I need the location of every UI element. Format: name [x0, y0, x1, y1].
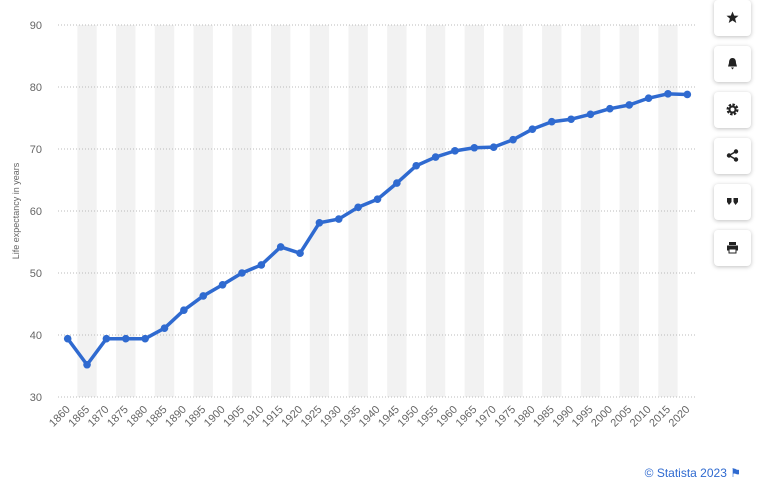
x-tick-label: 1990 — [550, 404, 576, 430]
x-tick-label: 1865 — [66, 404, 92, 430]
x-tick-label: 2000 — [589, 404, 615, 430]
x-tick-label: 1935 — [337, 404, 363, 430]
category-band — [425, 25, 446, 397]
x-tick-label: 1925 — [299, 404, 325, 430]
point — [373, 195, 382, 204]
category-band — [116, 25, 136, 397]
point — [238, 269, 246, 277]
x-tick-label: 1940 — [357, 404, 383, 430]
point — [664, 90, 672, 98]
category-band — [154, 25, 175, 397]
category-band — [464, 25, 484, 397]
x-tick-label: 1910 — [241, 404, 267, 430]
y-tick-label: 90 — [30, 20, 42, 32]
y-tick-label: 30 — [30, 392, 42, 404]
share-button[interactable] — [714, 138, 751, 174]
category-band — [542, 25, 562, 397]
y-axis-label: Life expectancy in years — [11, 162, 21, 259]
point — [296, 249, 304, 257]
y-tick-label: 40 — [30, 330, 42, 342]
x-tick-label: 1895 — [183, 404, 209, 430]
print-button[interactable] — [714, 230, 751, 266]
x-tick-label: 2010 — [628, 404, 654, 430]
category-band — [77, 25, 97, 397]
x-tick-label: 2020 — [667, 404, 693, 430]
point — [683, 90, 692, 99]
x-tick-label: 1980 — [512, 404, 538, 430]
point — [431, 153, 440, 161]
x-tick-label: 1930 — [318, 404, 344, 430]
x-tick-label: 1985 — [531, 404, 557, 430]
y-tick-label: 70 — [30, 144, 42, 156]
category-band — [387, 25, 407, 397]
credit-text[interactable]: © Statista 2023 — [644, 466, 727, 480]
point — [625, 101, 634, 109]
x-tick-label: 1950 — [396, 404, 422, 430]
point — [63, 334, 72, 343]
x-tick-label: 1995 — [570, 404, 596, 430]
category-band — [619, 25, 639, 397]
x-tick-label: 1905 — [221, 404, 247, 430]
point — [644, 94, 653, 102]
chart: Life expectancy in years 30 40 50 60 70 80 90 1… — [11, 20, 697, 430]
settings-button[interactable] — [714, 92, 751, 128]
point — [257, 261, 266, 269]
favorite-button[interactable] — [714, 0, 751, 36]
point — [121, 334, 130, 343]
point — [547, 117, 556, 126]
x-tick-label: 1870 — [86, 404, 112, 430]
point — [393, 179, 401, 187]
x-tick-label: 1945 — [376, 404, 402, 430]
point — [509, 135, 517, 144]
x-tick-label: 1965 — [454, 404, 480, 430]
flag-icon[interactable]: ⚑ — [730, 466, 741, 480]
point — [315, 218, 324, 227]
point — [354, 203, 362, 212]
point — [102, 334, 111, 343]
point — [334, 215, 343, 223]
cite-button[interactable] — [714, 184, 751, 220]
point — [160, 324, 169, 332]
point — [451, 147, 459, 155]
x-tick-label: 2005 — [609, 404, 635, 430]
point — [528, 125, 537, 133]
x-tick-label: 1975 — [492, 404, 518, 430]
x-tick-label: 1885 — [144, 404, 170, 430]
point — [141, 334, 149, 343]
point — [470, 143, 479, 152]
x-tick-label: 1875 — [105, 404, 131, 430]
point — [276, 243, 285, 251]
x-tick-label: 1955 — [415, 404, 441, 430]
category-band — [193, 25, 213, 397]
x-tick-label: 1900 — [202, 404, 228, 430]
notification-button[interactable] — [714, 46, 751, 82]
y-tick-label: 50 — [30, 268, 42, 280]
point — [586, 110, 595, 119]
point — [606, 104, 614, 113]
point — [489, 143, 498, 151]
category-band — [503, 25, 523, 397]
x-tick-label: 1970 — [473, 404, 499, 430]
category-band — [580, 25, 601, 397]
x-tick-label: 1890 — [163, 404, 189, 430]
point — [218, 280, 227, 289]
point — [199, 292, 208, 300]
x-tick-label: 1880 — [124, 404, 150, 430]
x-tick-label: 1860 — [47, 404, 73, 430]
point — [180, 306, 188, 315]
x-tick-label: 1960 — [434, 404, 460, 430]
point — [83, 360, 91, 369]
x-tick-label: 2015 — [647, 404, 673, 430]
point — [567, 115, 575, 124]
x-tick-label: 1915 — [260, 404, 286, 430]
credit[interactable]: © Statista 2023 ⚑ — [645, 466, 741, 480]
point — [412, 161, 421, 170]
y-tick-label: 60 — [30, 206, 42, 218]
y-tick-label: 80 — [30, 82, 42, 94]
x-tick-label: 1920 — [279, 404, 305, 430]
